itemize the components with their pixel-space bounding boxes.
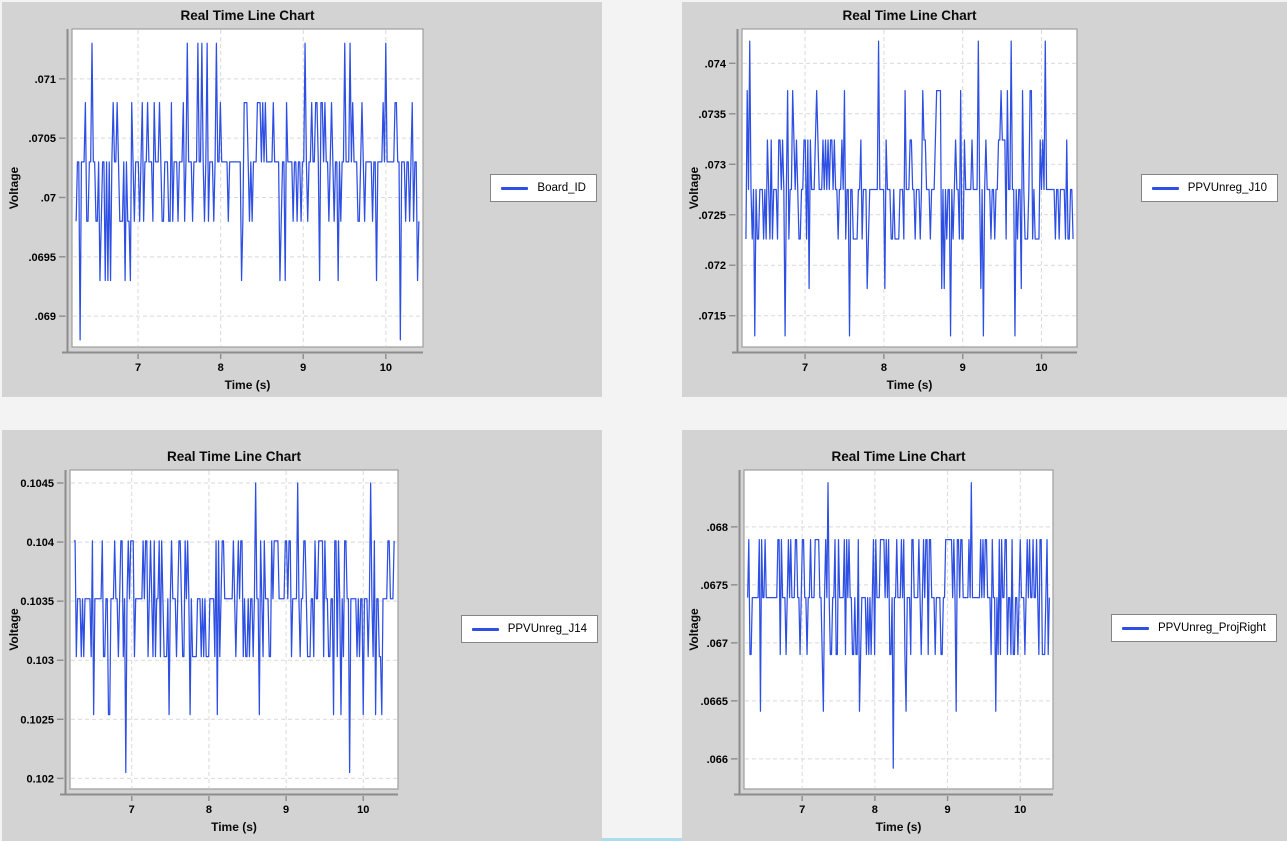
y-axis-label: Voltage <box>7 166 21 209</box>
chart-panel-ppvunreg-projright: .066 .0665 .067 .0675 .068 7 8 9 10 Real Time Lin… <box>682 430 1287 841</box>
axes <box>734 470 1053 796</box>
svg-text:.073: .073 <box>705 159 726 171</box>
y-axis-label: Voltage <box>687 608 701 651</box>
tick-marks <box>59 78 387 359</box>
legend-line-swatch <box>1151 186 1179 190</box>
svg-text:8: 8 <box>206 804 212 816</box>
legend-ppvunreg-j10[interactable]: PPVUnreg_J10 <box>1140 174 1278 202</box>
chart-title: Real Time Line Chart <box>180 8 315 23</box>
svg-text:8: 8 <box>881 362 887 374</box>
svg-text:.0665: .0665 <box>700 696 728 708</box>
chart-canvas-board-id[interactable]: .069 .0695 .07 .0705 .071 7 8 9 10 Real Time Line… <box>2 2 602 397</box>
svg-text:8: 8 <box>872 804 878 816</box>
svg-text:7: 7 <box>799 804 805 816</box>
x-tick-labels: 7 8 9 10 <box>802 362 1048 374</box>
svg-text:10: 10 <box>1035 362 1047 374</box>
y-tick-labels: .066 .0665 .067 .0675 .068 <box>700 522 728 766</box>
svg-text:8: 8 <box>218 362 224 374</box>
chart-canvas-ppvunreg-j14[interactable]: 0.102 0.1025 0.103 0.1035 0.104 0.1045 7 8 9 10 Re… <box>2 430 602 841</box>
tick-marks <box>731 526 1021 801</box>
svg-text:7: 7 <box>135 362 141 374</box>
svg-text:.07: .07 <box>41 192 56 204</box>
legend-label: PPVUnreg_J10 <box>1187 182 1267 194</box>
chart-title: Real Time Line Chart <box>842 8 977 23</box>
series-line <box>745 40 1074 337</box>
legend-ppvunreg-projright[interactable]: PPVUnreg_ProjRight <box>1110 614 1277 642</box>
svg-text:.0735: .0735 <box>698 109 726 121</box>
background-window-edge[interactable] <box>602 838 682 841</box>
x-axis-label: Time (s) <box>876 820 922 834</box>
svg-text:.074: .074 <box>705 58 727 70</box>
svg-text:.0695: .0695 <box>28 252 56 264</box>
svg-text:9: 9 <box>945 804 951 816</box>
x-axis-label: Time (s) <box>887 378 933 392</box>
svg-text:.067: .067 <box>707 638 728 650</box>
legend-line-swatch <box>471 627 499 631</box>
legend-label: Board_ID <box>537 182 586 194</box>
series-line <box>75 42 420 341</box>
svg-text:9: 9 <box>300 362 306 374</box>
svg-text:0.1025: 0.1025 <box>20 714 54 726</box>
svg-text:.072: .072 <box>705 260 726 272</box>
series-line <box>73 482 395 774</box>
legend-line-swatch <box>1121 626 1149 630</box>
x-tick-labels: 7 8 9 10 <box>129 804 370 816</box>
svg-text:9: 9 <box>283 804 289 816</box>
svg-text:0.103: 0.103 <box>26 655 54 667</box>
svg-text:.0725: .0725 <box>698 210 726 222</box>
tick-marks <box>729 62 1043 359</box>
axes <box>732 29 1077 354</box>
chart-title: Real Time Line Chart <box>167 449 302 464</box>
legend-ppvunreg-j14[interactable]: PPVUnreg_J14 <box>460 615 598 643</box>
y-axis-label: Voltage <box>7 608 21 651</box>
x-axis-label: Time (s) <box>225 378 271 392</box>
svg-text:.0715: .0715 <box>698 311 726 323</box>
chart-panel-ppvunreg-j10: .0715 .072 .0725 .073 .0735 .074 7 8 9 10 Real Tim… <box>682 2 1287 397</box>
x-tick-labels: 7 8 9 10 <box>135 362 392 374</box>
svg-text:7: 7 <box>802 362 808 374</box>
axes <box>60 470 398 796</box>
y-tick-labels: .0715 .072 .0725 .073 .0735 .074 <box>698 58 726 322</box>
x-tick-labels: 7 8 9 10 <box>799 804 1026 816</box>
svg-text:7: 7 <box>129 804 135 816</box>
svg-text:.071: .071 <box>35 74 56 86</box>
svg-text:9: 9 <box>960 362 966 374</box>
legend-label: PPVUnreg_J14 <box>507 623 587 635</box>
series-line <box>747 482 1050 769</box>
chart-panel-ppvunreg-j14: 0.102 0.1025 0.103 0.1035 0.104 0.1045 7 8 9 10 Re… <box>2 430 602 841</box>
svg-text:0.104: 0.104 <box>26 537 54 549</box>
chart-canvas-ppvunreg-j10[interactable]: .0715 .072 .0725 .073 .0735 .074 7 8 9 10 Real Tim… <box>682 2 1287 397</box>
svg-text:10: 10 <box>357 804 369 816</box>
svg-text:0.1035: 0.1035 <box>20 596 54 608</box>
x-axis-label: Time (s) <box>211 820 257 834</box>
y-axis-label: Voltage <box>687 166 701 209</box>
svg-text:.069: .069 <box>35 311 56 323</box>
chart-panel-board-id: .069 .0695 .07 .0705 .071 7 8 9 10 Real Time Line… <box>2 2 602 397</box>
tick-marks <box>57 482 364 801</box>
svg-text:10: 10 <box>380 362 392 374</box>
y-tick-labels: .069 .0695 .07 .0705 .071 <box>28 74 56 323</box>
svg-text:0.102: 0.102 <box>26 773 54 785</box>
svg-text:.066: .066 <box>707 754 728 766</box>
svg-text:.068: .068 <box>707 522 728 534</box>
svg-text:.0705: .0705 <box>28 133 56 145</box>
y-tick-labels: 0.102 0.1025 0.103 0.1035 0.104 0.1045 <box>20 478 55 785</box>
legend-label: PPVUnreg_ProjRight <box>1157 622 1266 634</box>
chart-canvas-ppvunreg-projright[interactable]: .066 .0665 .067 .0675 .068 7 8 9 10 Real Time Lin… <box>682 430 1287 841</box>
svg-text:10: 10 <box>1014 804 1026 816</box>
svg-text:0.1045: 0.1045 <box>20 478 54 490</box>
axes <box>62 29 423 354</box>
legend-line-swatch <box>501 186 529 190</box>
svg-text:.0675: .0675 <box>700 580 728 592</box>
chart-title: Real Time Line Chart <box>831 449 966 464</box>
legend-board-id[interactable]: Board_ID <box>490 174 597 202</box>
